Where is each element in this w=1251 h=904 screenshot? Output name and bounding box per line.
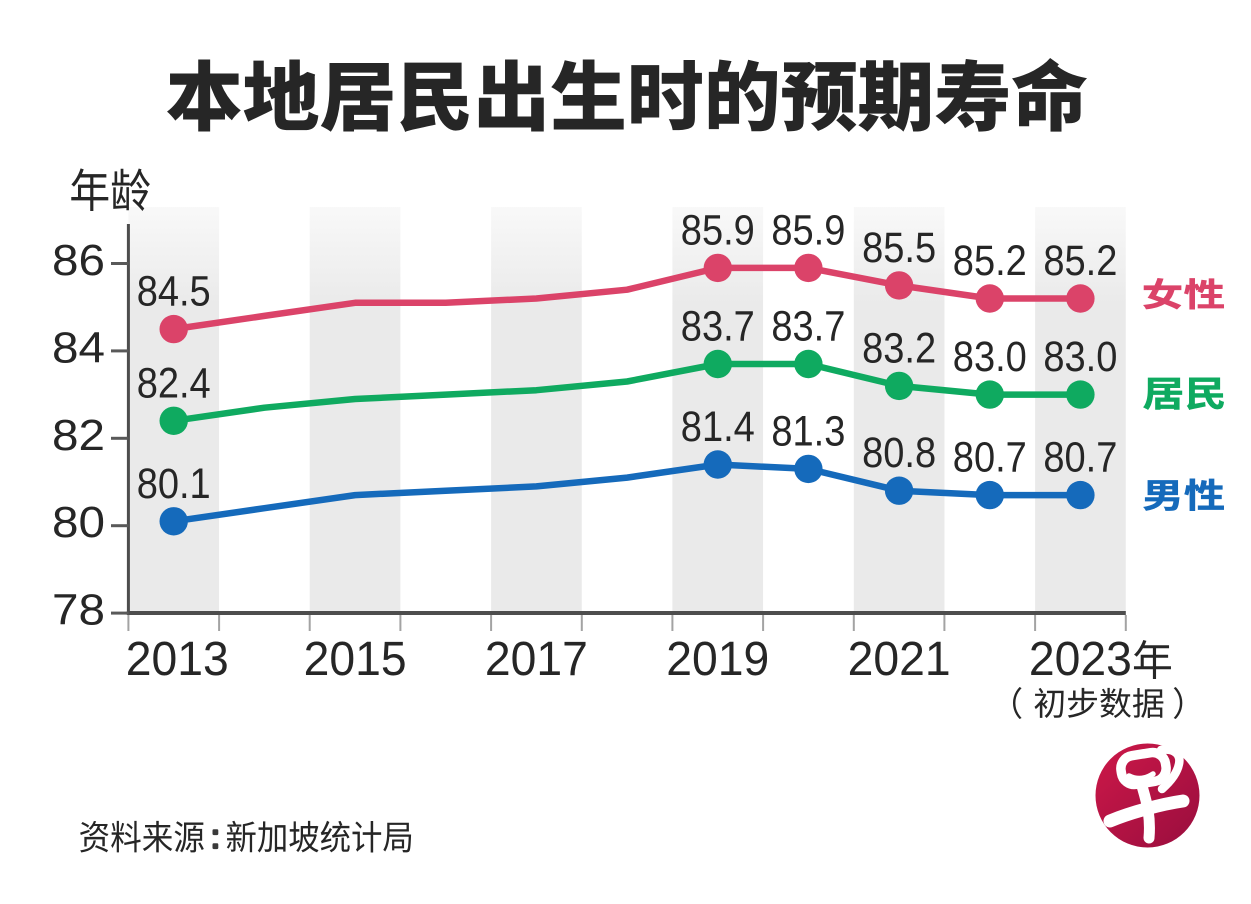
svg-text:83.0: 83.0 (1043, 333, 1117, 381)
svg-text:82.4: 82.4 (137, 359, 211, 407)
svg-text:80.7: 80.7 (1043, 434, 1117, 482)
svg-text:85.2: 85.2 (1043, 237, 1117, 285)
svg-text:2023: 2023 (1029, 633, 1132, 686)
svg-text:85.5: 85.5 (862, 224, 936, 272)
svg-text:2021: 2021 (848, 633, 951, 686)
svg-text:2015: 2015 (304, 633, 407, 686)
svg-text:2017: 2017 (485, 633, 588, 686)
svg-text:78: 78 (52, 586, 105, 635)
svg-text:82: 82 (52, 411, 105, 460)
svg-text:85.9: 85.9 (681, 206, 755, 254)
svg-text:85.9: 85.9 (771, 206, 845, 254)
svg-text:80.8: 80.8 (862, 429, 936, 477)
svg-text:80: 80 (52, 498, 105, 547)
svg-text:2013: 2013 (126, 633, 229, 686)
svg-text:81.3: 81.3 (771, 407, 845, 455)
svg-text:85.2: 85.2 (953, 237, 1027, 285)
svg-text:83.0: 83.0 (953, 333, 1027, 381)
svg-text:80.1: 80.1 (137, 460, 211, 508)
svg-text:81.4: 81.4 (681, 403, 755, 451)
svg-text:83.7: 83.7 (771, 303, 845, 351)
svg-text:86: 86 (52, 236, 105, 285)
svg-text:2019: 2019 (666, 633, 769, 686)
svg-text:84.5: 84.5 (137, 268, 211, 316)
svg-text:84: 84 (52, 323, 105, 372)
svg-text:80.7: 80.7 (953, 434, 1027, 482)
svg-text:83.7: 83.7 (681, 303, 755, 351)
svg-text:83.2: 83.2 (862, 324, 936, 372)
